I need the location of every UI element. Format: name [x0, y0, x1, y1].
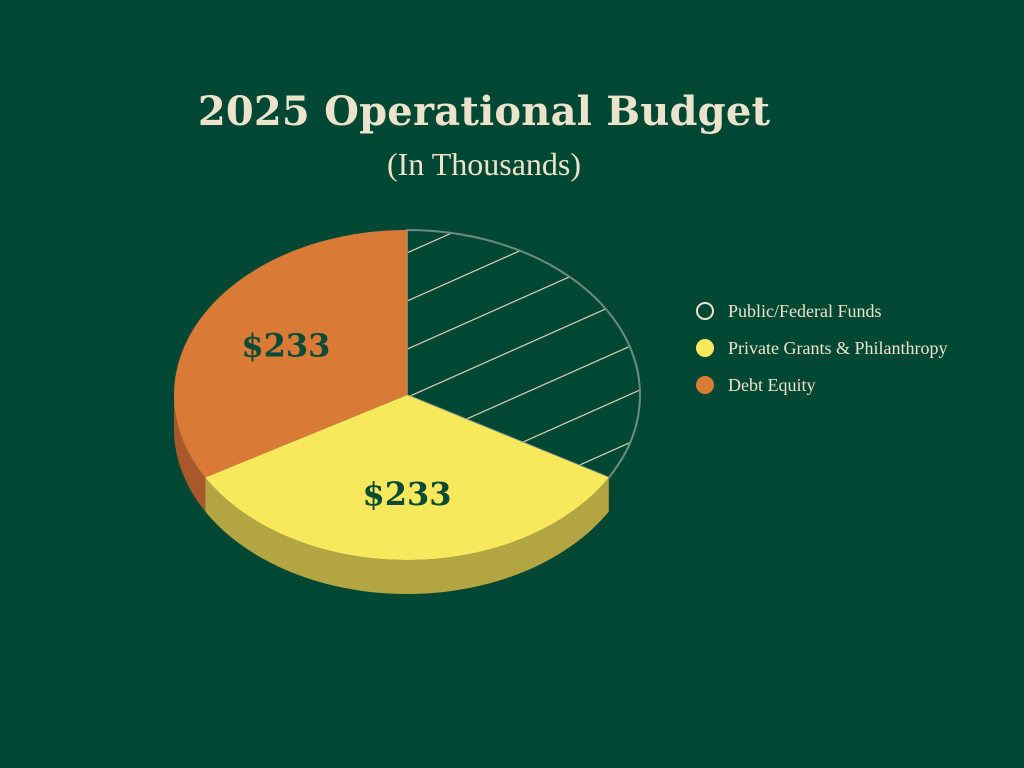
legend-item-debt-equity[interactable]: Debt Equity — [696, 374, 947, 396]
data-label-debt-equity: $233 — [241, 327, 330, 365]
pie-slice-debt-equity[interactable] — [174, 230, 407, 478]
pie-side-private-grants-philanthropy — [205, 477, 609, 594]
legend-label: Debt Equity — [728, 374, 816, 395]
chart-title: 2025 Operational Budget — [197, 88, 771, 135]
data-label-private-grants-philanthropy: $233 — [362, 475, 451, 513]
pie-slice-public-federal-funds[interactable] — [406, 228, 641, 479]
legend-swatch-debt-equity — [696, 376, 714, 394]
legend-item-public-federal-funds[interactable]: Public/Federal Funds — [696, 300, 947, 322]
chart-legend: Public/Federal Funds Private Grants & Ph… — [696, 300, 947, 411]
legend-swatch-public-federal-funds — [696, 302, 714, 320]
legend-label: Public/Federal Funds — [728, 300, 882, 321]
legend-swatch-private-grants — [696, 339, 714, 357]
pie-slice-private-grants-philanthropy[interactable] — [205, 395, 609, 560]
legend-item-private-grants[interactable]: Private Grants & Philanthropy — [696, 337, 947, 359]
pie-side-debt-equity — [174, 395, 206, 512]
chart-subtitle: (In Thousands) — [386, 146, 582, 182]
legend-label: Private Grants & Philanthropy — [728, 337, 948, 358]
